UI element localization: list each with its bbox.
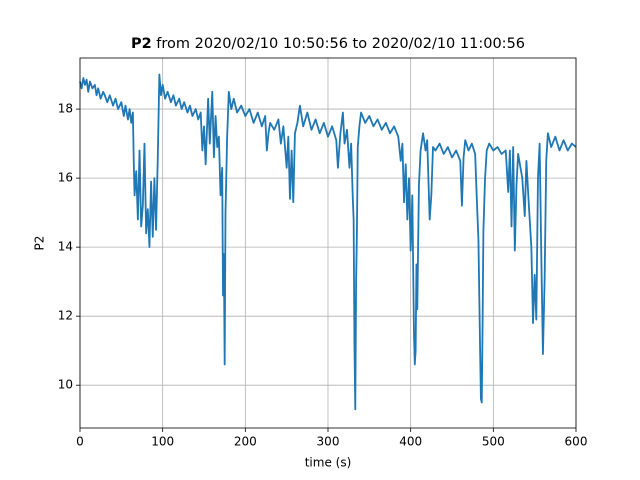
title-bold: P2 (131, 36, 152, 52)
x-tick-label: 0 (76, 435, 84, 449)
y-axis-label: P2 (33, 236, 47, 251)
title-rest: from 2020/02/10 10:50:56 to 2020/02/10 1… (156, 36, 525, 52)
x-tick-label: 200 (234, 435, 257, 449)
chart-title: P2 from 2020/02/10 10:50:56 to 2020/02/1… (131, 36, 525, 52)
x-tick-label: 100 (151, 435, 174, 449)
y-tick-label: 18 (58, 102, 73, 116)
x-tick-label: 500 (482, 435, 505, 449)
y-tick-label: 10 (58, 378, 73, 392)
data-line (79, 73, 577, 411)
y-tick-label: 14 (58, 240, 73, 254)
y-tick-label: 16 (58, 171, 73, 185)
x-tick-label: 600 (565, 435, 588, 449)
x-axis-label: time (s) (305, 456, 352, 470)
x-tick-label: 300 (317, 435, 340, 449)
plot-frame (79, 57, 577, 429)
x-tick-label: 400 (399, 435, 422, 449)
y-tick-label: 12 (58, 309, 73, 323)
